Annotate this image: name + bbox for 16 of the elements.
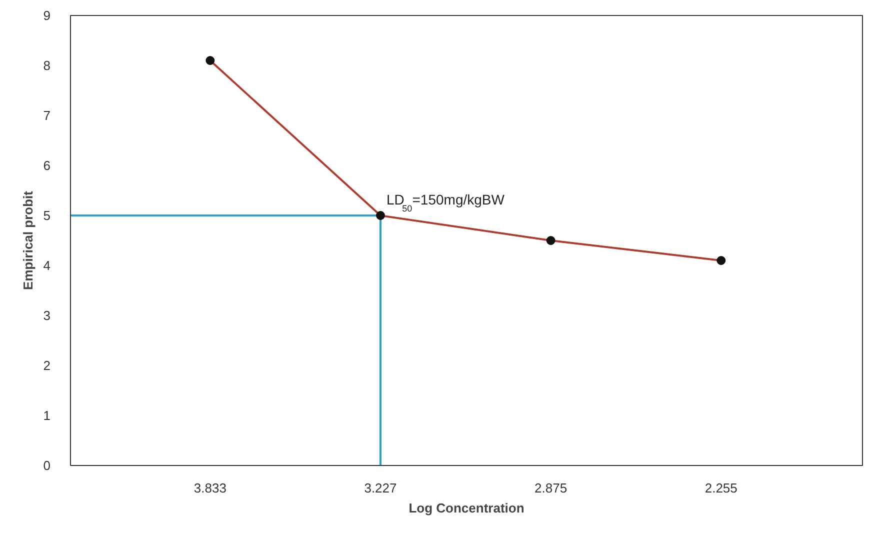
y-tick-label: 7 bbox=[43, 108, 51, 123]
x-tick-label: 2.255 bbox=[704, 480, 738, 496]
y-tick-label: 3 bbox=[43, 308, 51, 323]
y-tick-label: 2 bbox=[43, 358, 51, 373]
y-tick-label: 0 bbox=[43, 458, 51, 473]
x-axis-title: Log Concentration bbox=[408, 500, 524, 516]
x-tick-label: 2.875 bbox=[534, 480, 568, 496]
y-tick-label: 1 bbox=[43, 408, 51, 423]
y-tick-label: 6 bbox=[43, 158, 51, 173]
y-tick-label: 9 bbox=[43, 8, 51, 23]
y-tick-label: 5 bbox=[43, 208, 51, 223]
y-axis-title: Empirical probit bbox=[20, 190, 36, 290]
x-tick-label: 3.833 bbox=[194, 480, 226, 496]
y-tick-label: 8 bbox=[43, 58, 51, 73]
x-tick-label: 3.227 bbox=[364, 480, 397, 496]
y-tick-label: 4 bbox=[43, 258, 51, 273]
